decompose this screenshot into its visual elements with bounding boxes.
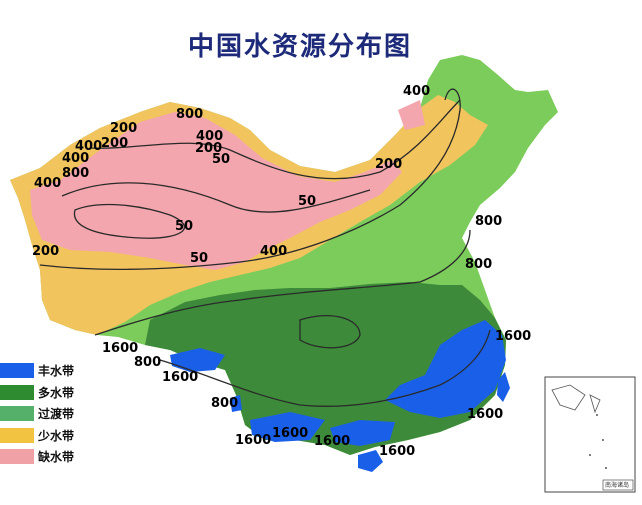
isoline-label: 800 bbox=[475, 214, 502, 229]
isoline-label: 1600 bbox=[235, 433, 271, 448]
isoline-label: 200 bbox=[32, 244, 59, 259]
zone-very-wet-tip bbox=[230, 395, 242, 412]
isoline-label: 200 bbox=[110, 121, 137, 136]
legend-label: 少水带 bbox=[38, 428, 75, 443]
legend-label: 多水带 bbox=[38, 385, 75, 400]
isoline-label: 800 bbox=[62, 166, 89, 181]
isoline-label: 1600 bbox=[162, 370, 198, 385]
isoline-label: 1600 bbox=[467, 407, 503, 422]
legend-swatch bbox=[0, 449, 34, 465]
isoline-sichuan-loop bbox=[299, 315, 361, 349]
isoline-label: 400 bbox=[75, 139, 102, 154]
isoline-200-north bbox=[89, 99, 461, 180]
isoline-label: 200 bbox=[195, 141, 222, 156]
legend-swatch bbox=[0, 427, 34, 443]
isoline-label: 50 bbox=[175, 219, 193, 234]
legend: 丰水带 多水带 过渡带 少水带 缺水带 bbox=[0, 360, 74, 468]
taiwan-island bbox=[497, 372, 510, 402]
legend-label: 缺水带 bbox=[38, 450, 75, 465]
legend-item-very-wet: 丰水带 bbox=[0, 360, 74, 382]
isoline-label: 1600 bbox=[379, 444, 415, 459]
isoline-label: 1600 bbox=[495, 329, 531, 344]
isoline-label: 400 bbox=[260, 244, 287, 259]
legend-swatch bbox=[0, 363, 34, 379]
isoline-label: 1600 bbox=[102, 341, 138, 356]
isoline-label: 800 bbox=[211, 396, 238, 411]
zone-very-dry-ne bbox=[398, 100, 425, 130]
isoline-label: 800 bbox=[134, 355, 161, 370]
isoline-label: 800 bbox=[465, 257, 492, 272]
isoline-400 bbox=[39, 88, 461, 270]
zone-very-wet-guangdong bbox=[330, 420, 395, 446]
isoline-800 bbox=[94, 229, 471, 336]
isolines bbox=[39, 88, 491, 407]
map-title: 中国水资源分布图 bbox=[187, 32, 412, 62]
isoline-label: 50 bbox=[190, 251, 208, 266]
legend-swatch bbox=[0, 406, 34, 422]
isoline-label: 50 bbox=[212, 152, 230, 167]
isoline-label: 50 bbox=[298, 194, 316, 209]
legend-item-transition: 过渡带 bbox=[0, 403, 74, 425]
isoline-label: 200 bbox=[375, 157, 402, 172]
isoline-label: 200 bbox=[101, 136, 128, 151]
legend-label: 丰水带 bbox=[38, 364, 75, 379]
isoline-1600 bbox=[159, 329, 491, 407]
legend-item-wet: 多水带 bbox=[0, 382, 74, 404]
inset-label: 南海诸岛 bbox=[605, 481, 629, 489]
legend-label: 过渡带 bbox=[38, 407, 75, 422]
isoline-label: 400 bbox=[34, 176, 61, 191]
south-china-sea-inset: 南海诸岛 bbox=[544, 376, 636, 493]
zone-very-wet-south bbox=[250, 412, 325, 442]
isoline-label: 400 bbox=[196, 129, 223, 144]
isoline-label: 1600 bbox=[314, 434, 350, 449]
hainan-island bbox=[358, 450, 383, 472]
legend-item-very-dry: 缺水带 bbox=[0, 446, 74, 468]
isoline-basin-loop bbox=[73, 203, 185, 239]
isoline-50 bbox=[61, 182, 371, 213]
zone-very-dry bbox=[30, 112, 402, 270]
legend-swatch bbox=[0, 384, 34, 400]
isoline-label: 1600 bbox=[272, 426, 308, 441]
legend-item-dry: 少水带 bbox=[0, 425, 74, 447]
isoline-label: 400 bbox=[62, 151, 89, 166]
isoline-label: 400 bbox=[403, 84, 430, 99]
isoline-label: 800 bbox=[176, 107, 203, 122]
zone-very-wet-yunnan bbox=[170, 348, 225, 372]
isoline-labels: 800 200 400 200 400 400 800 50 400 200 5… bbox=[32, 84, 531, 459]
